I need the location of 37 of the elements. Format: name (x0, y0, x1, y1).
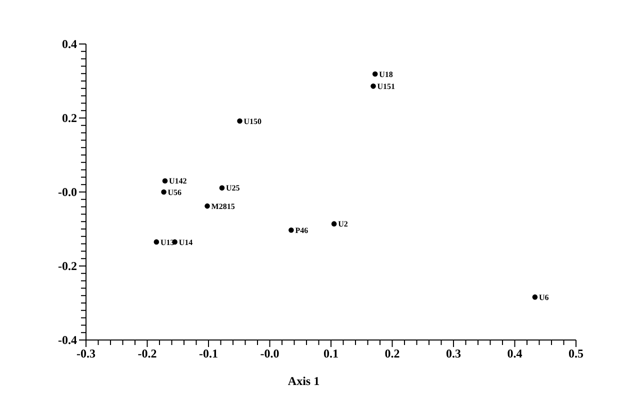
x-tick-label: 0.5 (568, 346, 584, 361)
data-label: U142 (169, 176, 187, 186)
x-tick-label: -0.1 (199, 346, 218, 361)
data-label: U25 (226, 184, 240, 193)
data-label: U150 (244, 116, 262, 126)
x-tick-label: 0.2 (384, 346, 400, 361)
data-label: U6 (538, 292, 549, 302)
y-tick-label: -0.0 (58, 184, 77, 199)
point (237, 118, 242, 124)
y-tick-label: -0.4 (58, 332, 77, 347)
point (532, 294, 538, 300)
point (204, 203, 210, 209)
point (162, 178, 168, 184)
data-label: M2815 (211, 202, 235, 211)
point (370, 84, 376, 89)
point (331, 221, 337, 226)
data-label: P46 (295, 226, 308, 235)
data-label: U151 (377, 82, 396, 91)
x-tick-label: 0.4 (507, 346, 522, 361)
x-tick-label: -0.2 (138, 346, 157, 361)
x-tick-label: 0.3 (446, 346, 461, 361)
point (161, 189, 166, 195)
x-tick-label: -0.0 (260, 346, 280, 361)
data-label: U14 (178, 238, 193, 247)
y-tick-label: -0.2 (58, 258, 77, 273)
x-tick-label: 0.1 (324, 346, 338, 361)
x-tick-label: -0.3 (76, 346, 96, 361)
data-label: U56 (168, 188, 182, 197)
y-tick-label: 0.2 (62, 110, 77, 125)
point (372, 71, 378, 77)
x-axis-title: Axis 1 (288, 374, 320, 388)
data-label: U2 (338, 220, 348, 229)
point (288, 227, 294, 233)
point (154, 239, 160, 245)
y-tick-label: 0.4 (62, 36, 77, 51)
data-label: U18 (379, 70, 393, 79)
point (219, 185, 225, 191)
